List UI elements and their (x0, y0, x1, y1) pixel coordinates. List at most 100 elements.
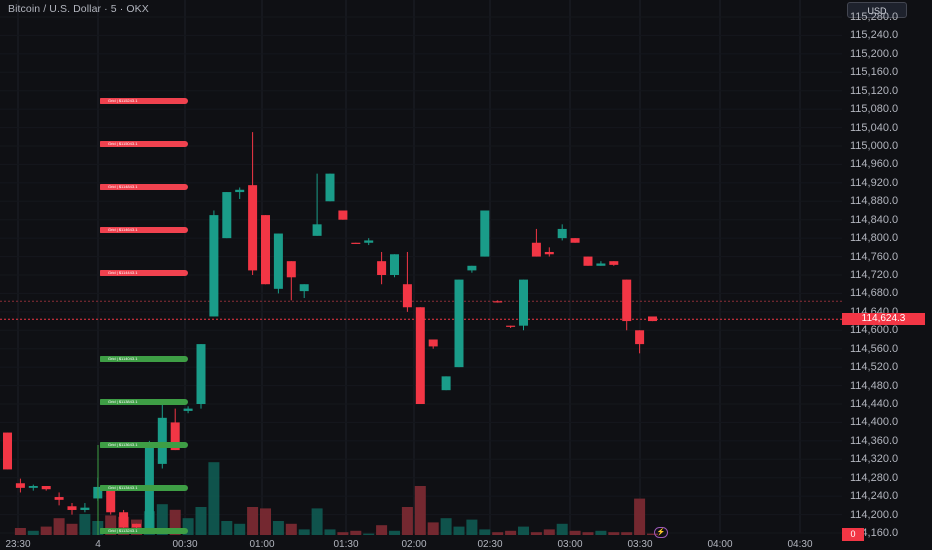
candle-body (183, 408, 193, 411)
candle-body (609, 261, 619, 265)
volume-bar (582, 532, 594, 535)
grid-order-tag[interactable]: Grid | $114643.1 (100, 227, 188, 233)
volume-bar (505, 530, 517, 535)
candle-body (441, 376, 451, 391)
volume-bar (427, 522, 439, 535)
volume-bar (156, 504, 168, 535)
volume-bar (79, 514, 91, 535)
price-axis-label: 115,200.0 (850, 47, 899, 60)
grid-order-tag[interactable]: Grid | $114443.1 (100, 270, 188, 276)
price-axis-label: 114,520.0 (850, 361, 899, 374)
volume-bar (337, 532, 349, 535)
candle-body (248, 185, 258, 271)
volume-bar (285, 523, 297, 535)
volume-bar (492, 532, 504, 535)
candle-body (286, 261, 296, 278)
time-axis-label: 4 (95, 539, 101, 550)
volume-bar (105, 515, 117, 535)
candle-body (377, 261, 387, 275)
volume-value-tag: 0 (842, 528, 864, 541)
volume-bar (466, 519, 478, 535)
volume-bar (350, 530, 362, 535)
candle-body (570, 238, 580, 243)
volume-bar (363, 533, 375, 535)
grid-order-tag[interactable]: Grid | $113843.1 (100, 399, 188, 405)
volume-bar (234, 523, 246, 535)
grid-order-tag[interactable]: Grid | $114043.1 (100, 356, 188, 362)
candle-body (28, 486, 38, 488)
volume-bar (66, 523, 78, 535)
time-axis-label: 04:30 (787, 539, 813, 550)
candle-body (222, 192, 232, 239)
volume-bar (27, 530, 39, 535)
currency-button[interactable]: USD (847, 2, 907, 18)
volume-bar (453, 526, 465, 535)
volume-bar (14, 528, 26, 535)
candle-body (261, 215, 270, 285)
volume-bar (53, 518, 65, 535)
time-axis-label: 04:00 (707, 539, 733, 550)
grid-order-tag[interactable]: Grid | $114843.1 (100, 184, 188, 190)
candle-body (119, 512, 129, 528)
volume-bar (647, 533, 658, 535)
candle-body (493, 301, 503, 303)
grid-order-tag[interactable]: Grid | $115043.1 (100, 141, 188, 147)
candle-body (635, 330, 645, 345)
grid-order-tag[interactable]: Grid | $113643.1 (100, 442, 188, 448)
grid-order-tag[interactable]: Grid | $113443.1 (100, 485, 188, 491)
volume-bar (311, 508, 323, 535)
price-axis-label: 114,720.0 (850, 269, 899, 281)
candle-body (583, 256, 593, 266)
candle-body (196, 344, 206, 404)
price-axis-label: 114,320.0 (850, 453, 899, 466)
candle-body (648, 316, 657, 322)
candle-body (351, 242, 361, 244)
volume-bar (298, 529, 310, 535)
time-axis-label: 01:30 (333, 539, 359, 550)
grid-order-tag[interactable]: Grid | $113243.1 (100, 528, 188, 534)
candle-body (596, 263, 606, 266)
volume-bar (621, 532, 633, 535)
grid-order-tag[interactable]: Grid | $115243.1 (100, 98, 188, 104)
volume-bar (389, 530, 400, 535)
volume-bar (595, 530, 607, 535)
price-axis-label: 114,600.0 (850, 324, 899, 337)
volume-bar (195, 507, 207, 535)
symbol-title[interactable]: Bitcoin / U.S. Dollar · 5 · OKX (8, 3, 149, 15)
volume-bar (272, 521, 284, 535)
price-axis-label: 114,280.0 (850, 471, 899, 484)
candle-body (402, 284, 412, 308)
price-axis-label: 115,000.0 (850, 140, 899, 152)
candle-body (454, 279, 464, 368)
candle-body (364, 240, 374, 243)
volume-bar (556, 523, 568, 535)
volume-bar (208, 462, 220, 535)
candle-body (54, 497, 64, 500)
candle-body (157, 417, 167, 464)
time-axis-label: 03:30 (627, 539, 653, 550)
volume-bar (324, 529, 336, 535)
price-axis-label: 114,960.0 (850, 158, 899, 171)
price-axis-label: 114,360.0 (850, 434, 899, 447)
time-axis-label: 02:30 (477, 539, 503, 550)
volume-bar (182, 518, 194, 535)
candle-body (428, 339, 438, 347)
candle-body (622, 279, 632, 322)
candle-body (390, 254, 399, 275)
volume-bar (40, 526, 52, 535)
time-axis-label: 23:30 (5, 539, 31, 550)
volume-bar (376, 525, 388, 535)
price-axis-label: 114,480.0 (850, 379, 899, 392)
candle-body (132, 523, 141, 528)
candle-body (3, 432, 12, 470)
price-axis-label: 114,200.0 (850, 508, 899, 521)
volume-bar (401, 507, 413, 535)
candle-body (80, 507, 90, 510)
candle-body (338, 210, 348, 220)
lightning-icon[interactable]: ⚡ (654, 527, 668, 538)
candle-body (531, 242, 541, 257)
price-axis-label: 114,240.0 (850, 490, 899, 503)
time-axis-label: 01:00 (249, 539, 275, 550)
price-axis-label: 114,560.0 (850, 342, 899, 355)
